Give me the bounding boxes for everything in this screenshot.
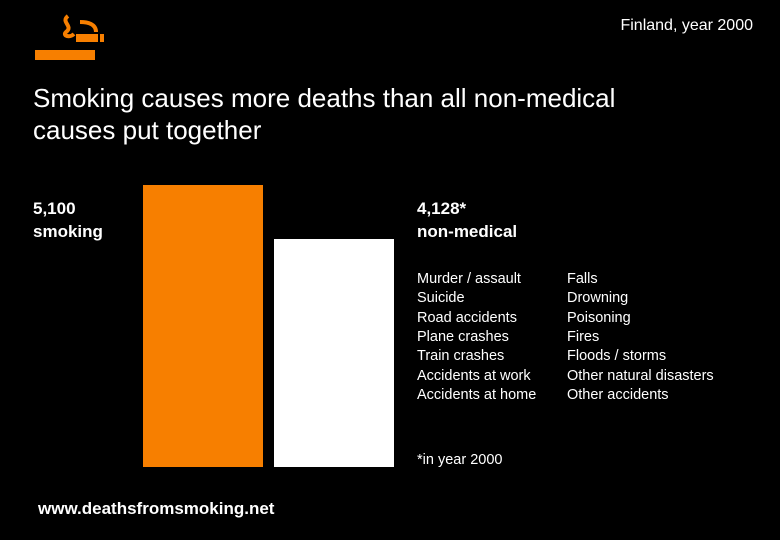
value-label-group: 4,128* non-medical [417,197,517,243]
source-url: www.deathsfromsmoking.net [38,499,275,518]
subtitle: Finland, year 2000 [620,17,753,34]
cause-item: Poisoning [567,309,631,326]
footnote: *in year 2000 [417,452,503,468]
value-label: 4,128* [417,199,467,218]
cause-item: Plane crashes [417,328,509,345]
bar [274,238,394,467]
cause-item: Falls [567,271,598,287]
bar [143,185,263,467]
category-label: non-medical [417,222,518,241]
cause-item: Suicide [417,290,465,307]
cause-item: Other accidents [567,386,669,403]
logo [35,14,104,60]
value-label-group: 5,100 smoking [33,197,103,243]
cause-item: Floods / storms [567,348,667,365]
value-label: 5,100 [33,199,76,218]
cause-item: Road accidents [417,309,517,326]
cause-item: Train crashes [417,348,505,365]
chart-title: Smoking causes more deaths than all non-… [33,83,616,145]
category-label: smoking [33,222,103,241]
cause-item: Accidents at home [417,386,537,403]
cause-item: Murder / assault [417,271,521,287]
cause-item: Drowning [567,290,629,307]
cause-item: Other natural disasters [567,367,714,384]
cause-item: Accidents at work [417,367,531,384]
cause-item: Fires [567,328,600,345]
